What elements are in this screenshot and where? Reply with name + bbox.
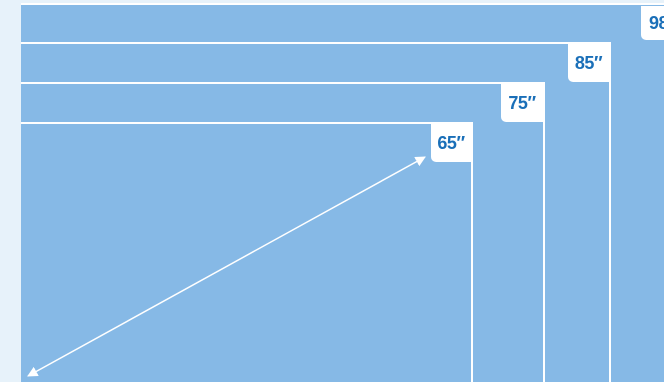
size-label-75: 75″ bbox=[501, 84, 543, 122]
size-label-98: 98″ bbox=[641, 6, 664, 40]
size-label-85: 85″ bbox=[568, 44, 609, 82]
size-label-65: 65″ bbox=[431, 124, 471, 162]
